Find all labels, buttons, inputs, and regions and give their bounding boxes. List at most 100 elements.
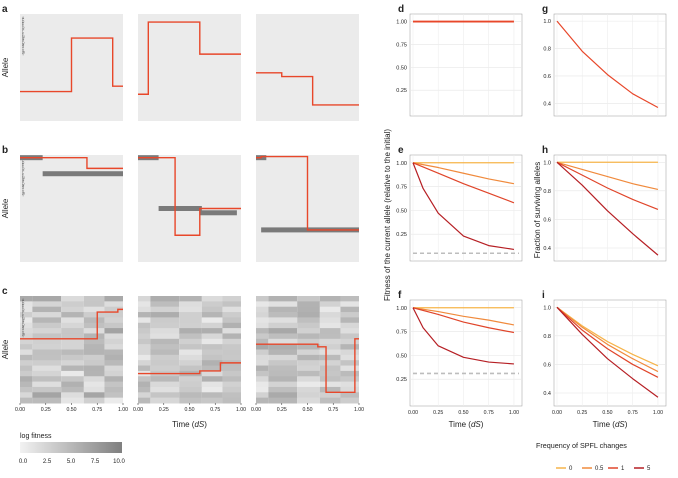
allele-path: [20, 308, 123, 340]
heat-cell: [268, 312, 298, 318]
series-line-1: [412, 307, 515, 334]
heat-cell: [256, 312, 269, 318]
x-axis-label: Time (dS): [449, 420, 484, 429]
heat-cell: [268, 370, 298, 377]
allele-bar: [199, 210, 237, 216]
heat-cell: [297, 370, 320, 377]
y-tick-label: 0.6: [543, 362, 551, 368]
heat-cell: [179, 344, 202, 350]
heat-cell: [104, 370, 123, 377]
heat-cell: [256, 338, 269, 345]
heat-cell: [32, 392, 62, 399]
heat-cell: [83, 370, 105, 377]
heat-cell: [340, 344, 359, 350]
heat-cell: [256, 397, 269, 404]
heat-cell: [104, 301, 123, 308]
heat-cell: [222, 312, 241, 318]
heat-cell: [297, 397, 320, 404]
allele-letter: Q: [22, 182, 25, 186]
allele-letter: H: [22, 168, 25, 172]
heat-cell: [256, 322, 269, 329]
heat-cell: [256, 296, 269, 302]
y-tick-label: 0.4: [543, 246, 551, 252]
heat-cell: [20, 349, 33, 356]
heat-cell: [256, 360, 269, 367]
x-tick-label: 0.00: [15, 407, 25, 413]
y-tick-label: 1.00: [396, 161, 407, 167]
allele-path: [138, 362, 241, 375]
heat-cell: [179, 296, 202, 302]
heat-cell: [138, 349, 151, 356]
heat-cell: [104, 365, 123, 372]
panel-letter: e: [398, 145, 404, 156]
heat-cell: [150, 360, 180, 367]
series-line-0.5: [412, 162, 515, 185]
colorbar-tick-label: 5.0: [67, 459, 76, 465]
heat-cell: [32, 328, 62, 334]
allele-letter: D: [22, 302, 25, 306]
series-line-5: [412, 162, 515, 251]
allele-letter: M: [22, 317, 25, 321]
heat-cell: [138, 322, 151, 329]
heat-cell: [138, 333, 151, 340]
heat-cell: [20, 301, 33, 308]
y-tick-label: 0.25: [396, 377, 407, 383]
heat-cell: [179, 301, 202, 308]
allele-letter: M: [22, 176, 25, 180]
heat-cell: [222, 381, 241, 388]
heat-cell: [179, 381, 202, 388]
heat-cell: [201, 386, 223, 393]
heat-cell: [61, 360, 84, 367]
heat-cell: [340, 338, 359, 345]
allele-letter: A: [22, 298, 25, 302]
heat-cell: [32, 333, 62, 340]
heat-cell: [61, 333, 84, 340]
heat-cell: [61, 344, 84, 350]
heat-cell: [83, 344, 105, 350]
plot-background: [409, 13, 523, 117]
allele-letter: C: [22, 18, 25, 22]
heat-cell: [104, 333, 123, 340]
allele-letter: R: [22, 43, 25, 47]
heat-cell: [150, 349, 180, 356]
heat-cell: [179, 365, 202, 372]
heat-cell: [201, 349, 223, 356]
heat-cell: [61, 397, 84, 404]
allele-letter: S: [22, 186, 24, 190]
allele-letter: D: [22, 20, 25, 24]
heat-cell: [179, 322, 202, 329]
heat-cell: [104, 317, 123, 324]
heat-cell: [340, 349, 359, 356]
allele-letter: G: [22, 167, 25, 171]
heat-cell: [222, 365, 241, 372]
x-tick-label: 0.75: [210, 407, 220, 413]
heat-cell: [138, 317, 151, 324]
y-axis-label: Fitness of the current allele (relative …: [383, 129, 392, 301]
heat-cell: [268, 322, 298, 329]
heat-cell: [104, 296, 123, 302]
heat-cell: [179, 338, 202, 345]
panel-g: g 0.4 0.6 0.8 1.0: [542, 4, 667, 117]
allele-letter: E: [22, 163, 24, 167]
y-tick-label: 0.8: [543, 189, 551, 195]
heat-cell: [201, 344, 223, 350]
allele-letter: P: [22, 321, 24, 325]
x-tick-label: 0.50: [302, 407, 312, 413]
heat-cell: [268, 296, 298, 302]
heat-cell: [319, 392, 341, 399]
heat-cell: [61, 306, 84, 313]
series-line-all: [556, 20, 659, 109]
heat-cell: [201, 381, 223, 388]
heat-cell: [150, 333, 180, 340]
y-tick-label: 0.4: [543, 391, 551, 397]
heat-cell: [297, 344, 320, 350]
heat-cell: [20, 392, 33, 399]
heat-cell: [32, 365, 62, 372]
heat-cell: [83, 365, 105, 372]
heat-cell: [340, 392, 359, 399]
y-tick-label: 1.0: [543, 305, 551, 311]
heat-cell: [61, 328, 84, 334]
series-line-0: [556, 306, 659, 367]
heat-cell: [256, 392, 269, 399]
